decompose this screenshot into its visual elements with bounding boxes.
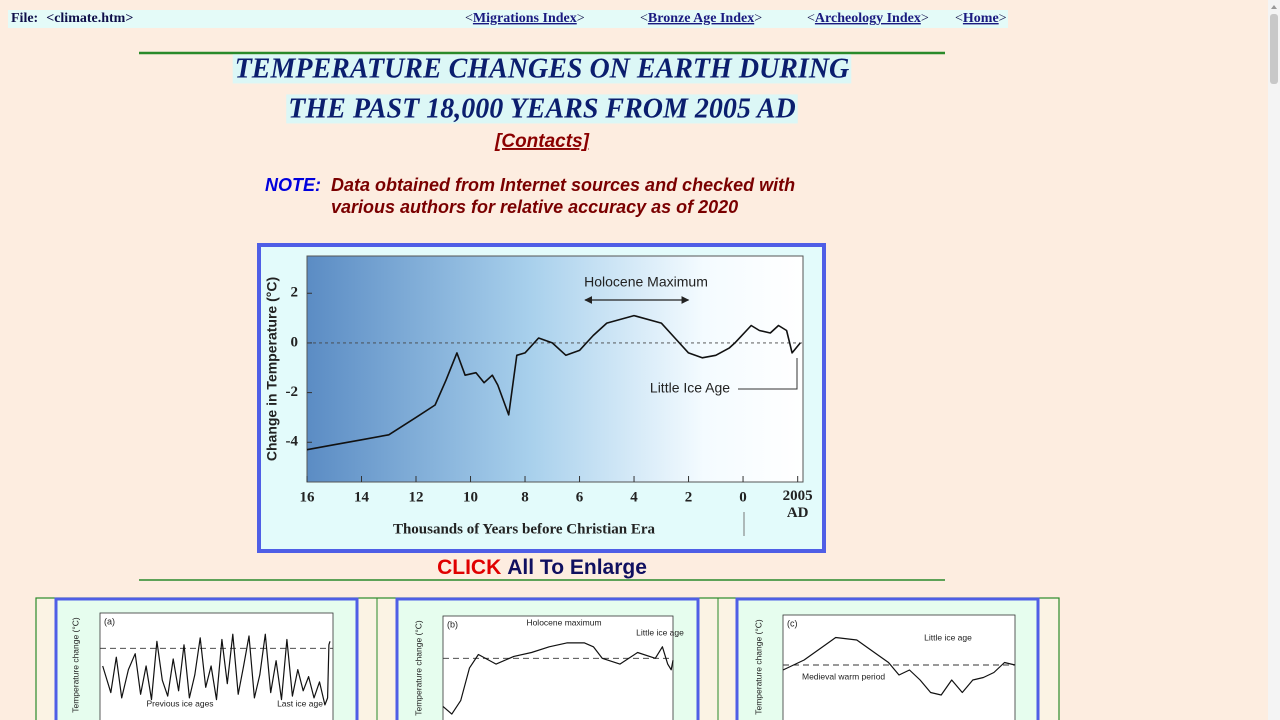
pointer-line bbox=[738, 358, 798, 390]
nav-bar bbox=[8, 10, 1008, 28]
thumb-line bbox=[102, 633, 331, 706]
plot-area bbox=[306, 255, 804, 483]
thumb-y-label: Temperature change (°C) bbox=[413, 620, 423, 716]
x-tick-label: 2005 AD bbox=[782, 488, 813, 521]
nav-file: File: <climate.htm> bbox=[11, 11, 133, 26]
nav-link[interactable]: Migrations Index bbox=[473, 11, 577, 26]
x-tick-label: 10 bbox=[463, 489, 478, 505]
bracket: < bbox=[807, 11, 815, 26]
enlarge-caption: CLICK All To Enlarge bbox=[437, 556, 647, 579]
y-axis-label: Change in Temperature (°C) bbox=[264, 277, 280, 461]
note-text: Data obtained from Internet sources and … bbox=[331, 175, 795, 195]
click-word: CLICK bbox=[437, 556, 501, 579]
thumb-plot bbox=[782, 614, 1016, 720]
y-tick-label: -2 bbox=[286, 384, 299, 400]
x-tick-label: 6 bbox=[576, 489, 584, 505]
thumb-annotation: Previous ice ages bbox=[146, 698, 213, 708]
bracket: > bbox=[999, 11, 1007, 26]
note-label: NOTE: bbox=[265, 175, 321, 195]
thumb-annotation: Holocene maximum bbox=[526, 617, 601, 627]
nav-link-group: <Archeology Index> bbox=[807, 11, 929, 26]
scroll-up[interactable] bbox=[1271, 5, 1277, 9]
scrollbar-thumb[interactable] bbox=[1270, 14, 1278, 84]
temperature-line bbox=[306, 314, 801, 451]
title-highlight bbox=[286, 94, 798, 124]
y-tick-label: -4 bbox=[286, 434, 299, 450]
annotation: Little Ice Age bbox=[650, 380, 730, 396]
x-axis-label: Thousands of Years before Christian Era bbox=[393, 521, 656, 537]
thumb-annotation: Medieval warm period bbox=[802, 671, 885, 681]
click-rest: All To Enlarge bbox=[507, 556, 647, 579]
thumb-y-label: Temperature change (°C) bbox=[753, 619, 763, 715]
x-tick-label: 16 bbox=[300, 489, 316, 505]
x-tick-label: 2 bbox=[685, 489, 693, 505]
thumb-plot bbox=[442, 615, 674, 720]
page-title: THE PAST 18,000 YEARS FROM 2005 AD bbox=[288, 93, 795, 124]
x-tick-label-box: 2005 AD bbox=[782, 488, 813, 521]
annotation: Holocene Maximum bbox=[584, 274, 708, 290]
y-tick-label: 0 bbox=[291, 334, 299, 350]
bracket: < bbox=[955, 11, 963, 26]
bracket: > bbox=[921, 11, 929, 26]
thumb-label: (c) bbox=[787, 618, 798, 628]
x-tick-label: 8 bbox=[521, 489, 529, 505]
note-text: various authors for relative accuracy as… bbox=[331, 197, 738, 217]
x-tick-label: 0 bbox=[739, 489, 747, 505]
nav-link[interactable]: Bronze Age Index bbox=[648, 11, 754, 26]
x-tick-label: 12 bbox=[409, 489, 424, 505]
thumb-annotation: Last ice age bbox=[277, 698, 323, 708]
thumb-label: (a) bbox=[104, 616, 115, 626]
thumb-line bbox=[782, 636, 1016, 696]
thumb-label: (b) bbox=[447, 619, 458, 629]
bracket: < bbox=[465, 11, 473, 26]
nav-link-group: <Bronze Age Index> bbox=[640, 11, 762, 26]
thumb-line bbox=[442, 642, 674, 715]
page-title: TEMPERATURE CHANGES ON EARTH DURING bbox=[235, 53, 850, 84]
nav-link-group: <Migrations Index> bbox=[465, 11, 585, 26]
title-highlight bbox=[232, 54, 852, 84]
x-tick-label: 14 bbox=[354, 489, 370, 505]
nav-link-group: <Home> bbox=[955, 11, 1007, 26]
scrollbar[interactable] bbox=[1268, 0, 1280, 720]
thumb-annotation: Little ice age bbox=[636, 627, 684, 637]
nav-link[interactable]: Archeology Index bbox=[815, 11, 921, 26]
bracket: < bbox=[640, 11, 648, 26]
bracket: > bbox=[577, 11, 585, 26]
bracket: > bbox=[754, 11, 762, 26]
thumb-annotation: Little ice age bbox=[924, 632, 972, 642]
thumb-plot bbox=[99, 612, 334, 720]
thumb-y-label: Temperature change (°C) bbox=[70, 617, 80, 713]
file-name: <climate.htm> bbox=[46, 11, 133, 26]
x-tick-label: 4 bbox=[630, 489, 638, 505]
nav-link[interactable]: Home bbox=[963, 11, 999, 26]
y-tick-label: 2 bbox=[291, 285, 299, 301]
contacts-link[interactable]: [Contacts] bbox=[494, 131, 590, 152]
file-label: File: bbox=[11, 11, 38, 26]
